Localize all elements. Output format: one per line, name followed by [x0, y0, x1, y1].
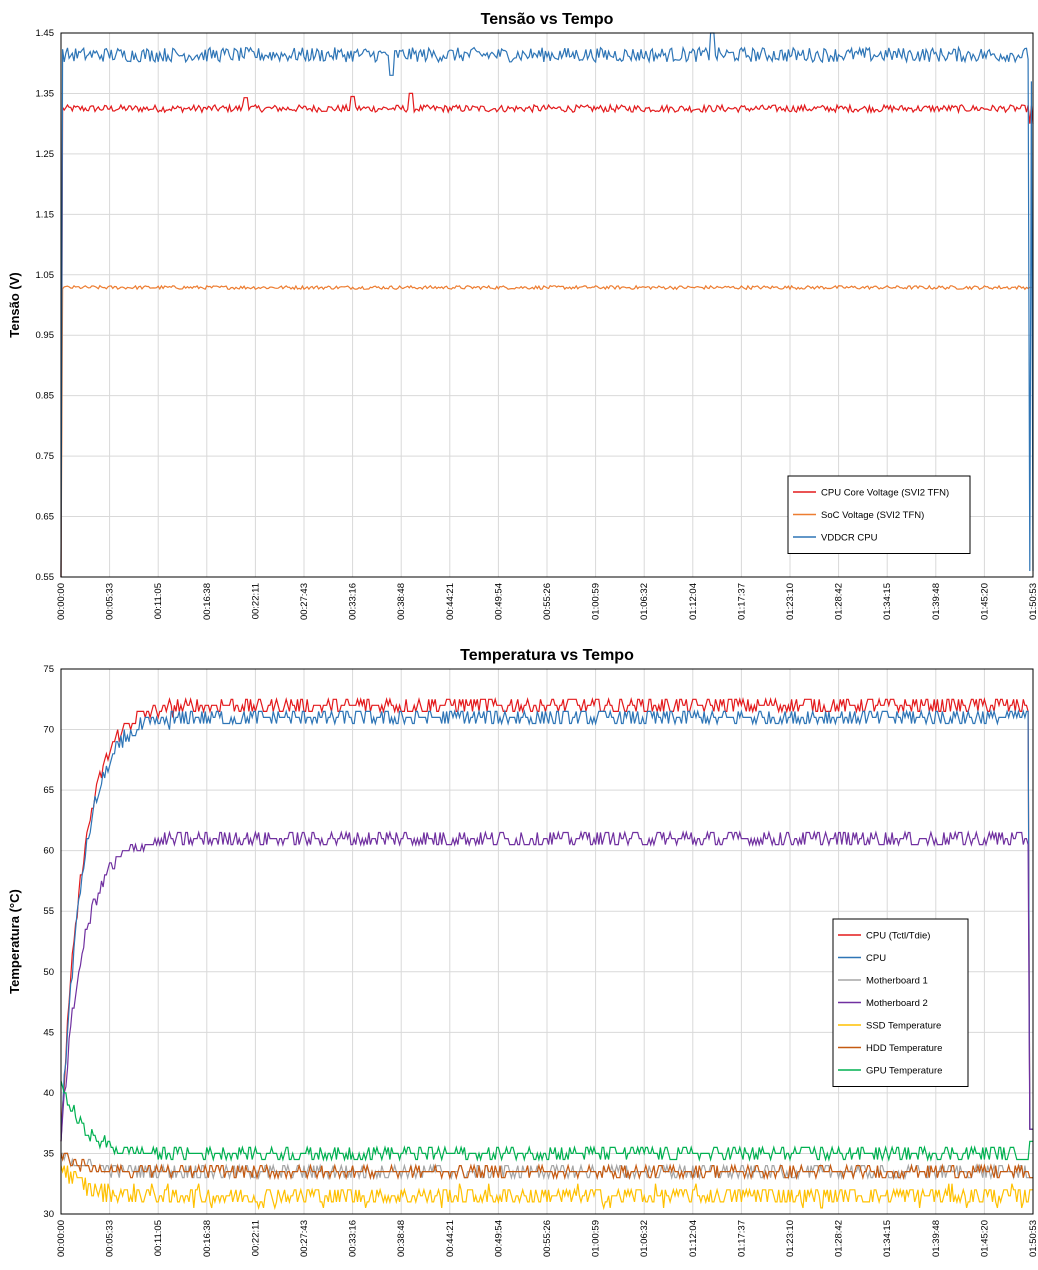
y-tick-label: 0.75 — [36, 451, 55, 462]
series-line-ssd-temperature — [60, 1165, 1033, 1211]
legend-box — [787, 475, 971, 554]
x-tick-label: 01:06:32 — [639, 583, 650, 620]
x-tick-label: 00:55:26 — [542, 1220, 553, 1257]
chart-title: Temperatura vs Tempo — [460, 647, 634, 664]
y-tick-label: 0.55 — [36, 572, 55, 583]
temperature-chart: Temperatura vs Tempo Temperatura (°C) 75 70… — [7, 647, 1038, 1257]
x-tick-label: 01:12:04 — [688, 583, 699, 620]
y-tick-label: 75 — [43, 664, 54, 675]
x-tick-label: 00:16:38 — [202, 583, 213, 620]
x-tick-label: 00:16:38 — [202, 1220, 213, 1257]
plot-frame — [60, 32, 1034, 578]
legend-entry: CPU Core Voltage (SVI2 TFN) — [821, 488, 949, 499]
legend-entry: GPU Temperature — [866, 1066, 942, 1077]
x-tick-label: 00:38:48 — [396, 1220, 407, 1257]
series-line-hdd-temperature — [60, 1152, 1033, 1181]
series-line-motherboard-2 — [60, 830, 1033, 1142]
chart-title: Tensão vs Tempo — [481, 11, 614, 28]
series-line-cpu-core-voltage-svi2-tfn- — [60, 92, 1034, 578]
legend-entry: CPU — [866, 953, 886, 964]
y-tick-label: 0.85 — [36, 391, 55, 402]
series-line-cpu — [60, 709, 1033, 1142]
x-tick-label: 00:22:11 — [250, 1220, 261, 1256]
y-tick-label: 50 — [43, 967, 54, 978]
legend-entry: SSD Temperature — [866, 1021, 941, 1032]
legend-entry: Motherboard 2 — [866, 998, 928, 1009]
legend-entry: SoC Voltage (SVI2 TFN) — [821, 510, 924, 521]
x-tick-label: 00:44:21 — [445, 1220, 456, 1257]
y-tick-label: 1.15 — [36, 209, 55, 220]
x-tick-label: 01:00:59 — [591, 583, 602, 620]
x-tick-label: 00:38:48 — [396, 583, 407, 620]
x-tick-label: 01:17:37 — [736, 583, 747, 620]
series-line-gpu-temperature — [60, 1080, 1033, 1162]
x-tick-label: 01:50:53 — [1028, 1220, 1038, 1257]
y-tick-label: 0.95 — [36, 330, 55, 341]
x-tick-label: 01:00:59 — [591, 1220, 602, 1257]
legend-entry: Motherboard 1 — [866, 976, 928, 987]
y-tick-label: 35 — [43, 1148, 54, 1159]
legend-entry: HDD Temperature — [866, 1043, 942, 1054]
x-tick-label: 00:27:43 — [299, 1220, 310, 1257]
x-tick-label: 01:28:42 — [834, 583, 845, 620]
x-tick-label: 01:34:15 — [882, 583, 893, 620]
x-tick-label: 00:11:05 — [153, 583, 164, 619]
x-tick-label: 01:34:15 — [882, 1220, 893, 1257]
x-tick-label: 01:45:20 — [979, 1220, 990, 1257]
y-tick-label: 55 — [43, 906, 54, 917]
x-tick-label: 00:05:33 — [105, 583, 116, 620]
y-tick-label: 1.25 — [36, 149, 55, 160]
x-tick-label: 00:05:33 — [105, 1220, 116, 1257]
x-tick-label: 00:55:26 — [542, 583, 553, 620]
x-tick-label: 00:00:00 — [56, 583, 67, 620]
y-tick-label: 45 — [43, 1027, 54, 1038]
x-tick-label: 01:39:48 — [931, 1220, 942, 1257]
plot-frame — [60, 668, 1034, 1215]
x-tick-label: 01:23:10 — [785, 1220, 796, 1257]
x-tick-label: 01:50:53 — [1028, 583, 1038, 620]
voltage-chart: Tensão vs Tempo Tensão (V) 1.45 1.35 1.25 1.1… — [7, 11, 1038, 620]
x-tick-label: 00:33:16 — [348, 1220, 359, 1257]
x-tick-label: 01:39:48 — [931, 583, 942, 620]
x-tick-label: 01:23:10 — [785, 583, 796, 620]
x-tick-label: 00:44:21 — [445, 583, 456, 620]
x-tick-label: 00:33:16 — [348, 583, 359, 620]
x-tick-label: 00:00:00 — [56, 1220, 67, 1257]
y-axis-label: Tensão (V) — [7, 272, 22, 338]
x-tick-label: 01:45:20 — [979, 583, 990, 620]
y-tick-label: 40 — [43, 1088, 54, 1099]
series-line-soc-voltage-svi2-tfn- — [60, 284, 1033, 578]
legend-entry: VDDCR CPU — [821, 533, 878, 544]
x-tick-label: 01:28:42 — [834, 1220, 845, 1257]
y-tick-label: 1.45 — [36, 28, 55, 39]
x-tick-label: 01:12:04 — [688, 1220, 699, 1257]
y-tick-label: 60 — [43, 846, 54, 857]
legend-entry: CPU (Tctl/Tdie) — [866, 931, 930, 942]
y-tick-label: 70 — [43, 725, 54, 736]
y-tick-label: 30 — [43, 1209, 54, 1220]
series-line-vddcr-cpu — [60, 32, 1034, 578]
x-tick-label: 00:22:11 — [250, 583, 261, 619]
x-tick-label: 00:49:54 — [493, 583, 504, 620]
x-tick-label: 00:49:54 — [493, 1220, 504, 1257]
y-axis-label: Temperatura (°C) — [7, 889, 22, 994]
y-tick-label: 0.65 — [36, 512, 55, 523]
x-tick-label: 00:27:43 — [299, 583, 310, 620]
series-line-cpu-tctl-tdie- — [60, 696, 1033, 1142]
y-tick-label: 65 — [43, 785, 54, 796]
x-tick-label: 00:11:05 — [153, 1220, 164, 1256]
x-tick-label: 01:06:32 — [639, 1220, 650, 1257]
y-tick-label: 1.05 — [36, 270, 55, 281]
x-tick-label: 01:17:37 — [736, 1220, 747, 1257]
y-tick-label: 1.35 — [36, 88, 55, 99]
